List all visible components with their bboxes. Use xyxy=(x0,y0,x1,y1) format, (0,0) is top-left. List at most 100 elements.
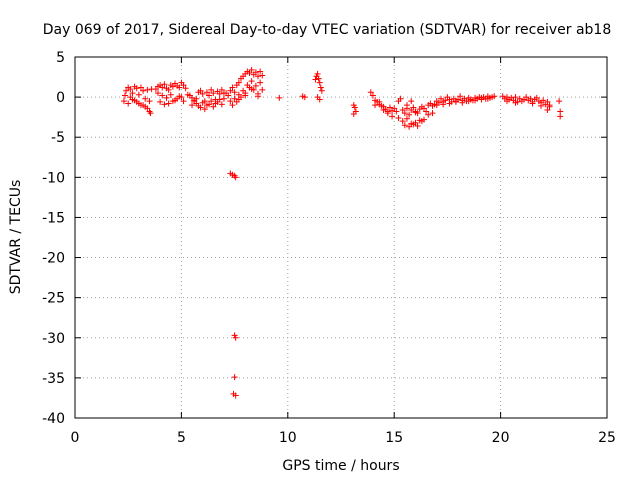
data-point xyxy=(182,85,189,92)
data-point xyxy=(259,72,266,79)
data-point xyxy=(123,87,130,94)
data-point xyxy=(232,334,239,341)
data-point xyxy=(316,96,323,103)
data-point xyxy=(397,95,404,102)
y-tick-label: -15 xyxy=(42,210,65,226)
data-point xyxy=(544,106,551,113)
data-point xyxy=(257,79,264,86)
data-point xyxy=(457,93,464,100)
data-point xyxy=(538,102,545,109)
data-point xyxy=(125,100,132,107)
plot-frame xyxy=(74,56,608,419)
data-point xyxy=(216,96,223,103)
data-point xyxy=(406,123,413,130)
data-point xyxy=(163,94,170,101)
data-point xyxy=(203,102,210,109)
data-point xyxy=(159,92,166,99)
y-tick-label: 5 xyxy=(56,50,65,66)
data-point xyxy=(216,90,223,97)
grid-lines xyxy=(75,57,607,418)
data-point xyxy=(350,110,357,117)
data-point xyxy=(389,113,396,120)
y-tick-label: -30 xyxy=(42,331,65,347)
data-point xyxy=(232,392,239,399)
data-point xyxy=(218,86,225,93)
data-point xyxy=(135,100,142,107)
data-point xyxy=(206,92,213,99)
data-point xyxy=(189,102,196,109)
data-point xyxy=(180,98,187,105)
data-point xyxy=(208,98,215,105)
data-point xyxy=(255,93,262,100)
data-point xyxy=(401,110,408,117)
data-point xyxy=(176,84,183,91)
data-point xyxy=(351,104,358,111)
data-point xyxy=(399,118,406,125)
data-point xyxy=(521,96,528,103)
data-point xyxy=(133,85,140,92)
data-point xyxy=(433,102,440,109)
data-point xyxy=(403,102,410,109)
chart-title: Day 069 of 2017, Sidereal Day-to-day VTE… xyxy=(43,22,612,38)
data-point xyxy=(208,86,215,93)
data-point xyxy=(178,94,185,101)
data-point xyxy=(391,105,398,112)
data-point xyxy=(195,102,202,109)
data-point xyxy=(527,95,534,102)
data-point xyxy=(438,95,445,102)
data-point xyxy=(220,95,227,102)
data-point xyxy=(478,96,485,103)
x-tick-label: 0 xyxy=(71,430,80,446)
data-point xyxy=(420,105,427,112)
data-point xyxy=(210,103,217,110)
data-point xyxy=(227,87,234,94)
data-point xyxy=(372,102,379,109)
data-point xyxy=(301,94,308,101)
data-point xyxy=(410,104,417,111)
data-point xyxy=(180,82,187,89)
data-point xyxy=(229,84,236,91)
data-point xyxy=(242,92,249,99)
y-tick-label: 0 xyxy=(56,90,65,106)
data-point xyxy=(232,174,239,181)
data-point xyxy=(137,84,144,91)
data-point xyxy=(557,113,564,120)
data-point xyxy=(159,84,166,91)
data-point xyxy=(503,98,510,105)
data-point xyxy=(218,101,225,108)
data-point xyxy=(144,86,151,93)
data-point xyxy=(544,98,551,105)
data-point xyxy=(140,87,147,94)
data-point xyxy=(491,93,498,100)
data-point xyxy=(412,108,419,115)
data-point xyxy=(369,92,376,99)
data-point xyxy=(248,66,255,73)
data-point xyxy=(556,98,563,105)
data-point xyxy=(146,98,153,105)
data-point xyxy=(169,98,176,105)
data-point xyxy=(376,98,383,105)
data-point xyxy=(423,108,430,115)
data-point xyxy=(403,115,410,122)
data-point xyxy=(429,110,436,117)
data-point xyxy=(276,94,283,101)
data-point xyxy=(446,100,453,107)
data-point xyxy=(367,89,374,96)
data-point xyxy=(512,94,519,101)
data-point xyxy=(199,90,206,97)
data-point xyxy=(229,102,236,109)
data-point xyxy=(169,83,176,90)
data-point xyxy=(414,122,421,129)
data-point xyxy=(546,103,553,110)
data-point xyxy=(465,98,472,105)
data-point xyxy=(384,110,391,117)
data-point xyxy=(225,92,232,99)
data-point xyxy=(201,106,208,113)
data-point xyxy=(210,90,217,97)
data-point xyxy=(231,374,238,381)
y-tick-label: -25 xyxy=(42,291,65,307)
x-tick-label: 10 xyxy=(279,430,297,446)
data-point xyxy=(472,97,479,104)
data-point xyxy=(131,97,138,104)
